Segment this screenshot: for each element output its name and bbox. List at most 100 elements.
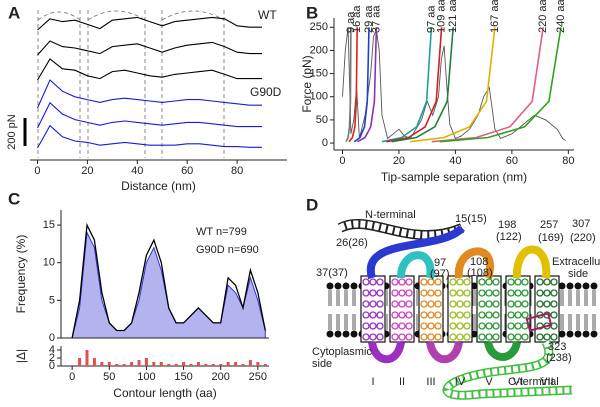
fit-label: 37 aa [370,5,382,33]
residue [550,300,558,308]
lipid-head [566,330,574,338]
x-tick-label: 250 [249,371,267,383]
residue [405,311,413,319]
helix [389,275,415,343]
residue [434,311,442,319]
wlc-fit [345,27,352,143]
side-label: side [312,358,332,370]
n-terminal-beads [338,220,464,239]
residue-label: 323 [548,341,566,353]
residue [507,289,515,297]
difference-bar [241,364,245,366]
lipid-head [590,282,598,290]
residue [478,333,486,341]
residue [514,322,522,330]
residue [427,300,435,308]
c-terminal-label: C-terminal [508,376,559,388]
residue [550,289,558,297]
residue [391,289,399,297]
side-label: Cytoplasmic [312,346,372,358]
y-axis-title: |Δ| [14,349,28,363]
residue [463,300,471,308]
residue [507,311,515,319]
residue [369,300,377,308]
lipid-tail [576,290,580,330]
residue [521,278,529,286]
helix-label: I [371,376,374,388]
residue [492,278,500,286]
residue [478,311,486,319]
residue [492,333,500,341]
lipid-head [590,330,598,338]
y-tick-label: 100 [310,91,328,103]
residue [514,333,522,341]
difference-bar [78,358,82,366]
residue [427,311,435,319]
residue [449,278,457,286]
residue [536,278,544,286]
lipid-tail [560,290,564,330]
force-trace [36,79,262,109]
residue [449,300,457,308]
x-axis-title: Contour length (aa) [113,386,216,400]
force-trace [37,101,262,129]
residue [507,278,515,286]
x-tick-label: 0 [339,155,345,167]
y-tick-label: 50 [316,114,328,126]
residue [485,311,493,319]
side-label: side [568,268,588,280]
difference-bar [263,364,267,366]
residue [405,300,413,308]
y-tick-label: 5 [49,294,55,306]
x-axis-title: Distance (nm) [121,179,196,193]
residue [420,300,428,308]
residue [536,289,544,297]
lipid-head [558,282,566,290]
residue [456,278,464,286]
histogram-line [71,222,266,339]
panel-label: B [306,3,318,22]
loop [484,340,521,361]
difference-bar [204,364,208,366]
residue [543,300,551,308]
lipid-tail [592,290,596,330]
difference-bar [144,358,148,366]
residue-label: (97) [430,268,450,280]
helix-label: II [399,376,405,388]
wlc-fit [391,27,454,143]
y-tick-label: 150 [310,67,328,79]
residue [376,278,384,286]
x-tick-label: 200 [212,371,230,383]
residue [463,278,471,286]
residue [514,300,522,308]
difference-bar [159,362,163,366]
residue-label: (220) [570,232,596,244]
residue [376,311,384,319]
residue [543,333,551,341]
residue [391,311,399,319]
force-trace [37,58,262,81]
force-trace [37,40,262,56]
fit-label: 167 aa [489,0,501,33]
difference-bar [219,364,223,366]
residue [507,333,515,341]
y-axis-title: Frequency (%) [14,235,28,314]
difference-bar [182,362,186,366]
residue-label: 257 [540,219,558,231]
residue [398,322,406,330]
force-trace [37,16,262,31]
difference-bar [167,364,171,366]
residue [550,311,558,319]
difference-bar [115,364,119,366]
residue [376,333,384,341]
residue [369,333,377,341]
residue [536,333,544,341]
lipid-head [566,282,574,290]
legend-entry: WT n=799 [196,226,247,238]
residue [427,333,435,341]
residue [456,322,464,330]
topology-diagram: D N-terminal C-terminal Extracellular si… [306,195,600,400]
difference-bar [85,350,89,366]
residue [369,278,377,286]
lipid-head [334,330,342,338]
